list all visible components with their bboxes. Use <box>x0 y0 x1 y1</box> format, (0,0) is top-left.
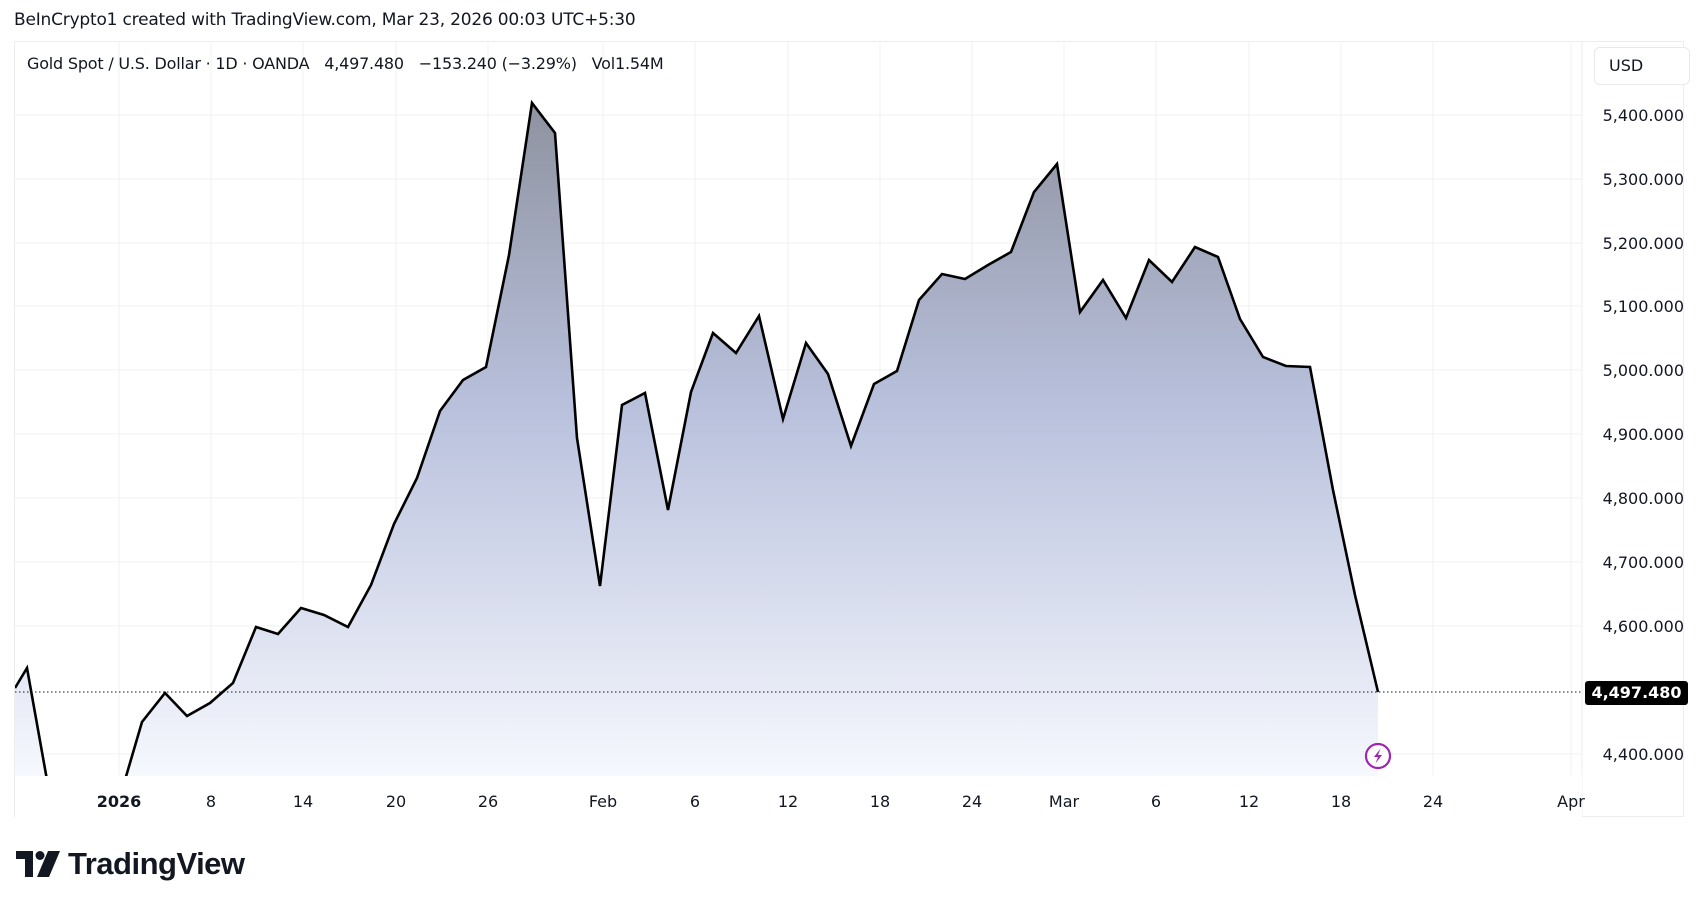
symbol-description: Gold Spot / U.S. Dollar · 1D · OANDA <box>27 54 310 73</box>
x-tick: Apr <box>1557 792 1585 811</box>
time-axis[interactable]: 2026 8 14 20 26 Feb 6 12 18 24 Mar 6 12 … <box>97 792 1586 811</box>
tradingview-logo: TradingView <box>16 846 245 882</box>
area-fill <box>15 103 1378 776</box>
x-tick: Mar <box>1049 792 1080 811</box>
y-tick: 4,800.000 <box>1603 489 1684 508</box>
y-tick: 4,400.000 <box>1603 745 1684 764</box>
y-tick: 5,200.000 <box>1603 234 1684 253</box>
x-tick: 18 <box>870 792 890 811</box>
x-tick: 24 <box>1423 792 1443 811</box>
x-tick: 6 <box>1151 792 1161 811</box>
last-price-value: 4,497.480 <box>324 54 404 73</box>
x-tick: 18 <box>1331 792 1351 811</box>
y-tick: 5,300.000 <box>1603 170 1684 189</box>
tradingview-logo-text: TradingView <box>68 846 245 881</box>
x-tick: Feb <box>589 792 617 811</box>
y-tick: 4,700.000 <box>1603 553 1684 572</box>
y-tick: 4,900.000 <box>1603 425 1684 444</box>
lightning-alert-icon[interactable] <box>1364 742 1392 770</box>
price-axis[interactable]: 5,400.000 5,300.000 5,200.000 5,100.000 … <box>1603 106 1684 764</box>
x-tick: 14 <box>293 792 313 811</box>
symbol-legend[interactable]: Gold Spot / U.S. Dollar · 1D · OANDA 4,4… <box>27 54 673 73</box>
price-line <box>15 99 1380 776</box>
y-tick: 5,400.000 <box>1603 106 1684 125</box>
x-tick: 2026 <box>97 792 142 811</box>
y-tick: 5,100.000 <box>1603 297 1684 316</box>
tradingview-logo-icon <box>16 851 60 877</box>
price-change-value: −153.240 (−3.29%) <box>418 54 577 73</box>
last-price-label: 4,497.480 <box>1585 681 1688 705</box>
x-tick: 24 <box>962 792 982 811</box>
y-tick: 5,000.000 <box>1603 361 1684 380</box>
x-tick: 12 <box>1239 792 1259 811</box>
x-tick: 26 <box>478 792 498 811</box>
x-tick: 20 <box>386 792 406 811</box>
volume-value: Vol1.54M <box>591 54 664 73</box>
x-tick: 8 <box>206 792 216 811</box>
x-tick: 6 <box>690 792 700 811</box>
x-tick: 12 <box>778 792 798 811</box>
chart-attribution: BeInCrypto1 created with TradingView.com… <box>14 10 636 30</box>
currency-button[interactable]: USD <box>1594 47 1690 85</box>
y-tick: 4,600.000 <box>1603 617 1684 636</box>
